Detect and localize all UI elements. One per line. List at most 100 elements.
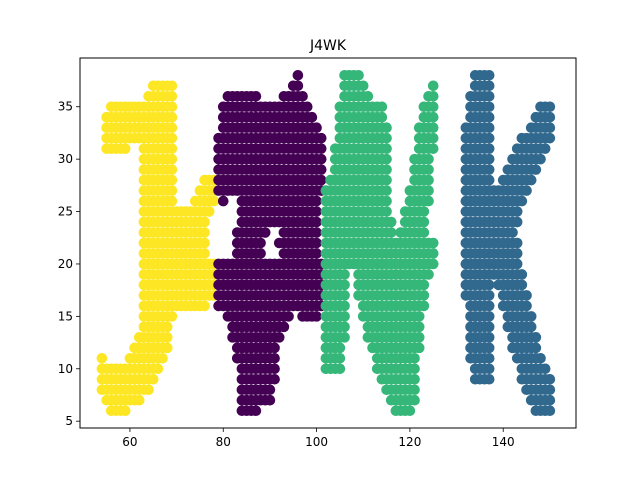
data-point [544, 122, 556, 133]
data-point [381, 122, 392, 133]
data-point [315, 132, 327, 144]
data-point [525, 311, 537, 322]
data-point [404, 405, 416, 417]
data-point [315, 164, 327, 175]
data-point [535, 153, 546, 165]
x-tick-label: 120 [398, 435, 421, 449]
data-point [516, 269, 528, 280]
data-point [259, 227, 271, 238]
chart-title: J4WK [309, 38, 347, 54]
data-point [311, 216, 322, 228]
data-point [334, 342, 346, 354]
data-point [544, 101, 556, 113]
data-point [483, 164, 495, 175]
data-point [413, 342, 425, 354]
data-point [166, 80, 178, 92]
data-point [507, 227, 518, 238]
data-point [311, 311, 322, 322]
data-point [539, 143, 551, 154]
data-point [362, 90, 374, 102]
data-point [530, 164, 542, 175]
data-point [483, 342, 495, 354]
y-tick-label: 10 [58, 362, 73, 376]
data-point [483, 363, 495, 375]
data-point [409, 363, 420, 375]
data-point [483, 332, 495, 343]
data-point [409, 384, 420, 396]
data-point [339, 300, 350, 312]
data-point [427, 248, 439, 259]
data-point [353, 69, 364, 81]
data-point [381, 132, 392, 144]
data-point [264, 384, 276, 396]
data-point [483, 373, 495, 385]
data-point [96, 353, 108, 364]
data-point [483, 143, 495, 154]
data-point [427, 111, 439, 123]
data-point [273, 332, 285, 343]
data-point [264, 394, 276, 406]
data-point [483, 80, 495, 92]
data-point [208, 195, 220, 207]
data-point [427, 101, 439, 113]
data-point [217, 195, 229, 207]
data-point [483, 353, 495, 364]
data-point [544, 132, 556, 144]
data-point [483, 174, 495, 186]
data-point [511, 258, 523, 270]
data-point [143, 384, 154, 396]
data-point [483, 122, 495, 133]
data-point [516, 279, 528, 291]
data-point [199, 216, 210, 228]
series-3 [460, 69, 556, 417]
data-point [119, 143, 131, 154]
data-point [199, 248, 210, 259]
y-tick-label: 35 [58, 100, 73, 114]
data-point [427, 237, 439, 249]
data-point [544, 111, 556, 123]
data-point [521, 185, 532, 196]
data-point [339, 290, 350, 301]
data-point [339, 321, 350, 333]
data-point [166, 132, 178, 144]
data-point [166, 101, 178, 113]
data-point [152, 363, 164, 375]
data-point [339, 311, 350, 322]
data-point [166, 153, 178, 165]
data-point [381, 185, 392, 196]
data-point [427, 143, 439, 154]
data-point [539, 363, 551, 375]
data-point [521, 290, 532, 301]
data-point [530, 342, 542, 354]
data-point [423, 153, 434, 165]
data-point [423, 185, 434, 196]
data-point [292, 80, 304, 92]
data-point [530, 332, 542, 343]
data-point [413, 311, 425, 322]
data-point [544, 373, 556, 385]
data-point [483, 300, 495, 312]
data-point [544, 394, 556, 406]
data-point [339, 269, 350, 280]
x-tick-label: 140 [492, 435, 515, 449]
data-point [278, 321, 290, 333]
data-point [525, 321, 537, 333]
data-point [334, 363, 346, 375]
data-point [199, 300, 210, 312]
data-point [166, 174, 178, 186]
data-point [544, 405, 556, 417]
data-point [315, 153, 327, 165]
data-point [133, 394, 145, 406]
data-point [516, 195, 528, 207]
data-point [166, 195, 178, 207]
plot-frame [79, 57, 577, 429]
data-point [166, 311, 178, 322]
data-point [427, 90, 439, 102]
data-point [381, 153, 392, 165]
data-point [269, 342, 280, 354]
data-point [423, 174, 434, 186]
data-point [269, 353, 280, 364]
data-point [315, 174, 327, 186]
data-point [418, 300, 430, 312]
